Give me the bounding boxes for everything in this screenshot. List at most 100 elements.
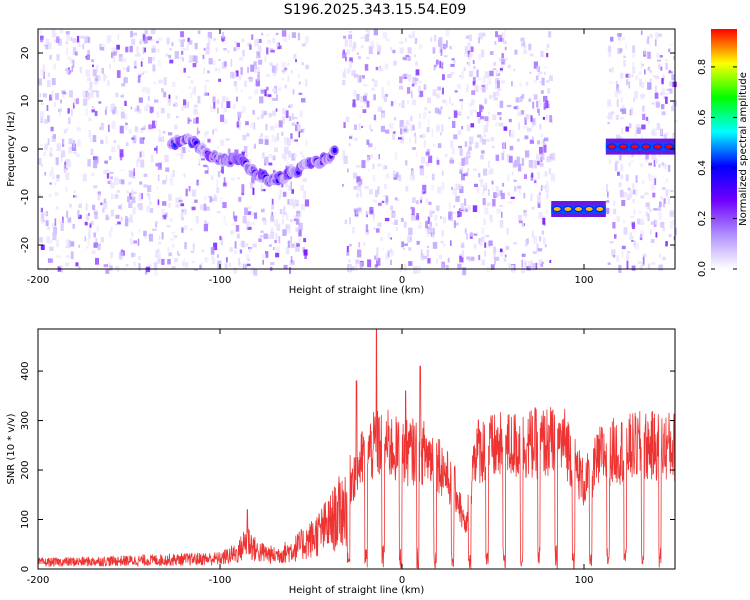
noise-cell — [161, 232, 164, 240]
noise-cell — [298, 238, 302, 242]
noise-cell — [128, 202, 133, 209]
noise-cell — [133, 240, 137, 244]
noise-cell — [39, 117, 43, 122]
noise-cell — [490, 215, 493, 223]
noise-cell — [43, 93, 47, 98]
noise-cell — [187, 44, 189, 51]
noise-cell — [67, 160, 72, 168]
noise-cell — [466, 116, 470, 120]
noise-cell — [232, 104, 236, 110]
noise-cell — [204, 131, 209, 136]
noise-cell — [349, 217, 351, 225]
noise-cell — [450, 240, 452, 246]
noise-cell — [297, 32, 301, 41]
noise-cell — [248, 247, 251, 253]
noise-cell — [492, 145, 495, 149]
noise-cell — [400, 128, 403, 135]
noise-cell — [51, 78, 56, 86]
noise-cell — [132, 135, 137, 144]
noise-cell — [373, 227, 376, 230]
noise-cell — [421, 190, 424, 196]
noise-cell — [206, 43, 210, 49]
noise-cell — [465, 35, 470, 39]
noise-cell — [540, 90, 544, 94]
noise-cell — [287, 229, 291, 234]
noise-cell — [172, 244, 175, 248]
heatmap-trace — [166, 133, 339, 187]
noise-cell — [411, 99, 416, 106]
noise-cell — [146, 87, 150, 94]
noise-cell — [530, 174, 534, 181]
noise-cell — [125, 142, 129, 147]
noise-cell — [428, 111, 431, 114]
noise-cell — [376, 247, 379, 253]
noise-cell — [470, 123, 475, 128]
noise-cell — [290, 236, 292, 244]
noise-cell — [373, 29, 378, 36]
noise-cell — [222, 96, 226, 102]
noise-cell — [58, 109, 62, 112]
noise-cell — [391, 101, 396, 105]
noise-cell — [403, 243, 408, 246]
noise-cell — [505, 246, 510, 250]
noise-cell — [207, 166, 209, 174]
noise-cell — [181, 57, 184, 62]
noise-cell — [647, 119, 651, 126]
noise-cell — [381, 94, 385, 99]
noise-cell — [661, 88, 666, 96]
noise-cell — [483, 218, 486, 225]
noise-cell — [111, 120, 116, 129]
noise-cell — [112, 107, 116, 115]
noise-cell — [291, 32, 296, 38]
noise-cell — [128, 170, 133, 178]
noise-cell — [446, 40, 448, 48]
noise-cell — [431, 231, 435, 239]
noise-cell — [155, 120, 158, 126]
noise-cell — [478, 173, 481, 178]
noise-cell — [283, 154, 287, 162]
noise-cell — [617, 90, 622, 94]
noise-cell — [143, 173, 148, 177]
noise-cell — [286, 224, 291, 229]
noise-cell — [357, 181, 361, 187]
noise-cell — [614, 163, 618, 172]
noise-cell — [528, 43, 532, 51]
noise-cell — [396, 172, 399, 178]
noise-cell — [286, 138, 291, 146]
noise-cell — [241, 240, 245, 248]
noise-cell — [295, 219, 300, 225]
noise-cell — [157, 135, 161, 142]
noise-cell — [351, 266, 355, 271]
noise-cell — [632, 62, 635, 69]
noise-cell — [523, 41, 526, 48]
noise-cell — [406, 75, 411, 78]
noise-cell — [625, 126, 629, 132]
noise-cell — [106, 35, 110, 44]
noise-cell — [617, 33, 622, 37]
noise-cell — [467, 205, 471, 211]
noise-cell — [442, 74, 445, 81]
noise-cell — [504, 254, 507, 258]
noise-cell — [248, 76, 253, 82]
noise-cell — [524, 150, 530, 158]
noise-cell — [631, 183, 635, 190]
noise-cell — [152, 56, 155, 61]
noise-cell — [87, 37, 91, 43]
noise-cell — [107, 124, 110, 132]
noise-cell — [641, 179, 645, 184]
noise-cell — [621, 250, 624, 258]
noise-cell — [454, 90, 458, 93]
noise-cell — [205, 206, 210, 211]
noise-cell — [230, 230, 234, 235]
noise-cell — [222, 202, 227, 209]
noise-cell — [457, 263, 462, 270]
noise-cell — [239, 57, 243, 61]
noise-cell — [104, 109, 107, 115]
noise-cell — [506, 104, 512, 108]
noise-cell — [217, 107, 219, 114]
noise-cell — [52, 134, 56, 139]
noise-cell — [545, 114, 548, 121]
noise-cell — [415, 61, 419, 66]
noise-cell — [92, 204, 96, 211]
